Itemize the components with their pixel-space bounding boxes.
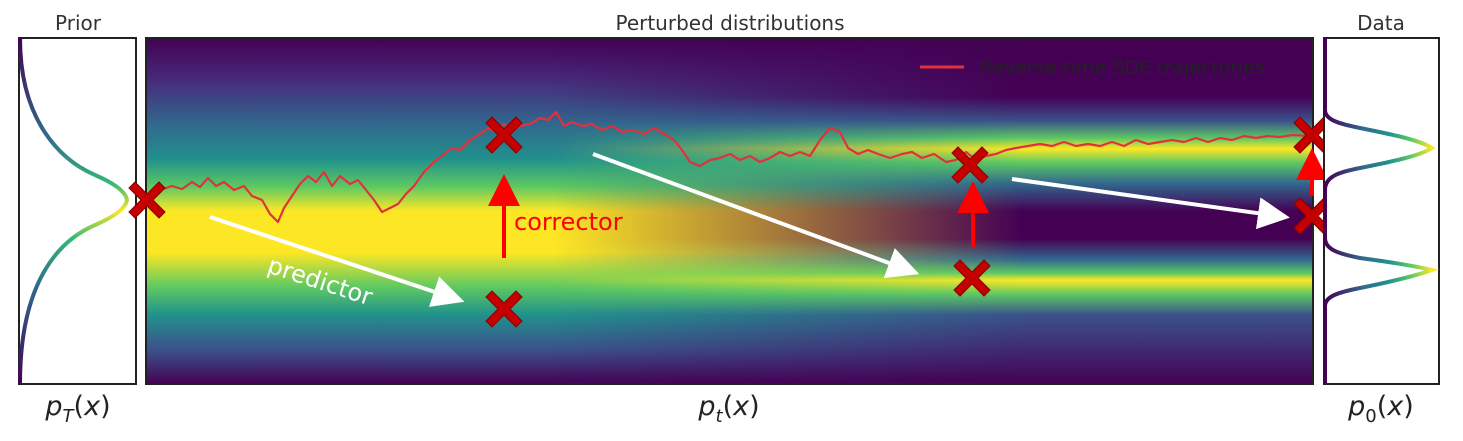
data-panel [1323, 37, 1440, 385]
x-mark-icon [485, 116, 523, 154]
data-axis-label: p0(x) [1347, 391, 1414, 427]
legend: Reverse-time SDE trajectories [920, 57, 1265, 79]
predictor-arrow-1 [209, 215, 465, 307]
x-mark-icon [485, 290, 523, 328]
predictor-arrow-2 [592, 152, 920, 279]
data-density-curve [1323, 38, 1440, 384]
corrector-label: corrector [514, 208, 623, 236]
middle-axis-label: pt(x) [697, 391, 759, 427]
x-mark-icon [951, 146, 989, 184]
data-frame [1323, 37, 1440, 385]
data-title: Data [1357, 11, 1405, 35]
predictor-arrow-3 [1011, 177, 1290, 230]
prior-title: Prior [55, 11, 102, 35]
reverse-sde-trajectory [146, 110, 1313, 224]
legend-label: Reverse-time SDE trajectories [980, 57, 1265, 79]
perturbed-panel: predictor corrector Reverse-time SDE tra… [128, 37, 1331, 385]
heatmap-bimodal [146, 38, 1313, 384]
perturbed-title: Perturbed distributions [615, 11, 844, 35]
prior-panel [18, 37, 137, 385]
x-mark-icon [953, 259, 991, 297]
prior-density-curve [18, 37, 130, 385]
prior-axis-label: pT(x) [44, 391, 110, 427]
x-mark-icon [128, 181, 166, 219]
